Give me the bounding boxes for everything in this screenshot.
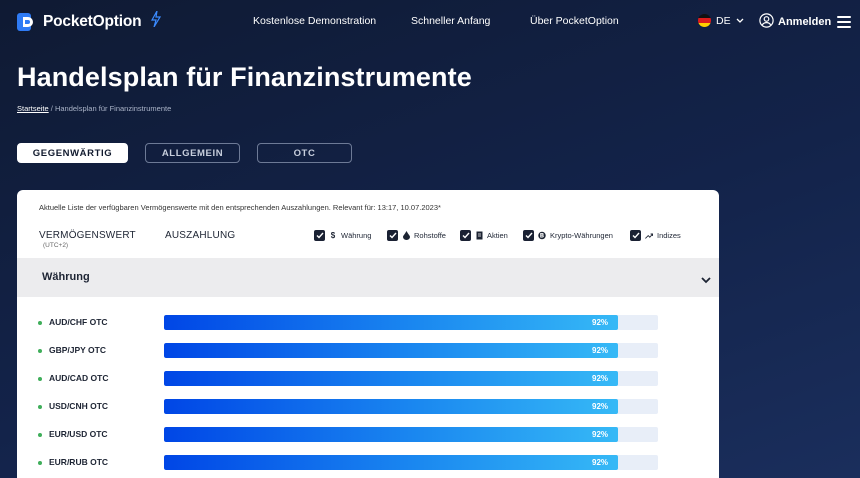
filter-label: Währung — [341, 231, 372, 240]
status-dot — [38, 321, 42, 325]
asset-name: GBP/JPY OTC — [49, 345, 106, 355]
brand-logo[interactable]: PocketOption — [17, 10, 162, 32]
logo-mark-icon — [17, 12, 37, 31]
payout-value: 92% — [592, 458, 609, 467]
payout-bar: 92% — [164, 371, 658, 386]
payout-bar-fill — [164, 315, 618, 330]
filter-crypto[interactable]: B Krypto-Währungen — [523, 230, 613, 241]
asset-row: GBP/JPY OTC 92% — [17, 342, 719, 360]
status-dot — [38, 461, 42, 465]
payout-bar-fill — [164, 343, 618, 358]
chevron-down-icon[interactable] — [701, 271, 711, 289]
column-header-asset: VERMÖGENSWERT — [39, 230, 136, 241]
section-title: Währung — [42, 271, 90, 283]
payout-bar-fill — [164, 399, 618, 414]
document-icon — [475, 231, 483, 240]
payout-bar-fill — [164, 427, 618, 442]
filter-stocks[interactable]: Aktien — [460, 230, 508, 241]
bitcoin-icon: B — [538, 231, 546, 240]
tab-otc[interactable]: OTC — [257, 143, 352, 163]
page-title: Handelsplan für Finanzinstrumente — [17, 62, 472, 92]
payout-value: 92% — [592, 346, 609, 355]
relevance-note: Aktuelle Liste der verfügbaren Vermögens… — [39, 203, 441, 212]
asset-name: AUD/CHF OTC — [49, 317, 108, 327]
payout-value: 92% — [592, 402, 609, 411]
trend-icon — [645, 232, 653, 240]
column-header-payout: AUSZAHLUNG — [165, 230, 236, 241]
payout-bar: 92% — [164, 455, 658, 470]
drop-icon — [402, 231, 410, 240]
payout-bar: 92% — [164, 427, 658, 442]
breadcrumb-separator: / — [48, 104, 55, 113]
login-button[interactable]: Anmelden — [759, 13, 831, 31]
asset-row: USD/CNH OTC 92% — [17, 398, 719, 416]
checkbox-checked-icon — [314, 230, 325, 241]
german-flag-icon — [698, 14, 711, 27]
tab-general[interactable]: ALLGEMEIN — [145, 143, 240, 163]
status-dot — [38, 349, 42, 353]
payout-bar-fill — [164, 455, 618, 470]
filter-label: Aktien — [487, 231, 508, 240]
asset-row: AUD/CHF OTC 92% — [17, 314, 719, 332]
checkbox-checked-icon — [387, 230, 398, 241]
menu-icon[interactable] — [837, 16, 851, 31]
breadcrumb: Startseite / Handelsplan für Finanzinstr… — [17, 104, 171, 113]
payout-bar: 92% — [164, 343, 658, 358]
top-bar: PocketOption Kostenlose Demonstration Sc… — [0, 0, 860, 44]
nav-about[interactable]: Über PocketOption — [530, 15, 619, 27]
status-dot — [38, 377, 42, 381]
svg-text:B: B — [540, 234, 544, 240]
payout-bar-fill — [164, 371, 618, 386]
brand-name: PocketOption — [43, 12, 142, 30]
asset-name: USD/CNH OTC — [49, 401, 109, 411]
asset-row: EUR/USD OTC 92% — [17, 426, 719, 444]
column-header-timezone: (UTC+2) — [43, 242, 69, 249]
status-dot — [38, 433, 42, 437]
payout-value: 92% — [592, 318, 609, 327]
filter-currency[interactable]: $ Währung — [314, 230, 371, 241]
user-icon — [759, 13, 774, 31]
filter-label: Indizes — [657, 231, 681, 240]
filter-indices[interactable]: Indizes — [630, 230, 681, 241]
tab-current[interactable]: GEGENWÄRTIG — [17, 143, 128, 163]
status-dot — [38, 405, 42, 409]
filter-label: Rohstoffe — [414, 231, 446, 240]
assets-card: Aktuelle Liste der verfügbaren Vermögens… — [17, 190, 719, 478]
checkbox-checked-icon — [630, 230, 641, 241]
nav-free-demo[interactable]: Kostenlose Demonstration — [253, 15, 377, 27]
breadcrumb-current: Handelsplan für Finanzinstrumente — [54, 104, 172, 113]
payout-value: 92% — [592, 374, 609, 383]
checkbox-checked-icon — [460, 230, 471, 241]
asset-row: EUR/RUB OTC 92% — [17, 454, 719, 472]
payout-bar: 92% — [164, 399, 658, 414]
asset-name: AUD/CAD OTC — [49, 373, 109, 383]
checkbox-checked-icon — [523, 230, 534, 241]
payout-value: 92% — [592, 430, 609, 439]
chevron-down-icon — [736, 15, 744, 27]
filter-commodities[interactable]: Rohstoffe — [387, 230, 446, 241]
language-selector[interactable]: DE — [698, 14, 744, 27]
dollar-icon: $ — [330, 231, 336, 240]
bolt-icon — [151, 10, 162, 32]
filter-label: Krypto-Währungen — [550, 231, 613, 240]
section-header-currency[interactable]: Währung — [17, 258, 719, 297]
login-label: Anmelden — [778, 16, 832, 28]
asset-name: EUR/RUB OTC — [49, 457, 109, 467]
asset-name: EUR/USD OTC — [49, 429, 108, 439]
nav-quick-start[interactable]: Schneller Anfang — [411, 15, 491, 27]
language-code: DE — [716, 14, 731, 27]
asset-row: AUD/CAD OTC 92% — [17, 370, 719, 388]
breadcrumb-home[interactable]: Startseite — [17, 104, 49, 113]
payout-bar: 92% — [164, 315, 658, 330]
